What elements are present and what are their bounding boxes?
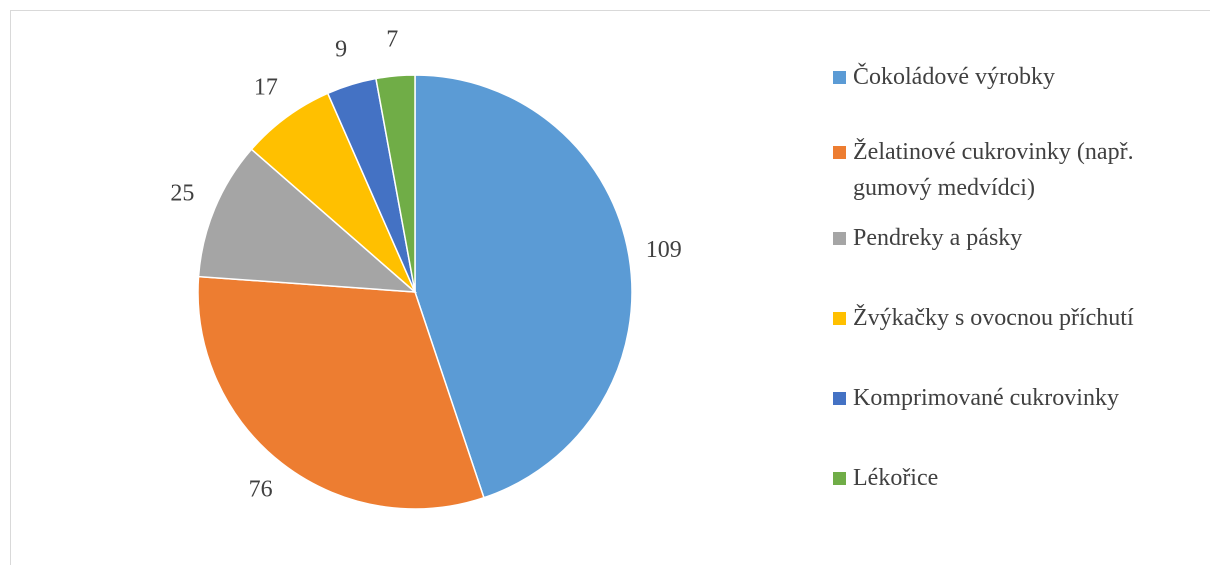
legend-label: Lékořice <box>853 465 939 491</box>
legend-item: Žvýkačky s ovocnou příchutí <box>833 300 1193 336</box>
legend-swatch <box>833 232 846 245</box>
legend-swatch <box>833 146 846 159</box>
chart-border <box>10 10 1210 565</box>
data-label: 76 <box>249 477 273 503</box>
legend-item: Komprimované cukrovinky <box>833 380 1193 416</box>
data-label: 7 <box>386 27 398 53</box>
legend-swatch <box>833 312 846 325</box>
legend-item: Čokoládové výrobky <box>833 59 1193 95</box>
legend-label: Žvýkačky s ovocnou příchutí <box>853 305 1134 331</box>
data-label: 109 <box>646 237 682 263</box>
legend-label: Pendreky a pásky <box>853 225 1023 251</box>
pie-slice <box>375 74 416 293</box>
legend-swatch <box>833 472 846 485</box>
legend-label: Želatinové cukrovinky (např. gumový medv… <box>853 139 1134 201</box>
legend-item: Želatinové cukrovinky (např. gumový medv… <box>833 134 1193 206</box>
legend-swatch <box>833 392 846 405</box>
legend-item: Pendreky a pásky <box>833 220 1193 256</box>
legend-swatch <box>833 71 846 84</box>
data-label: 17 <box>254 74 278 100</box>
legend-item: Lékořice <box>833 460 1193 496</box>
data-label: 25 <box>170 181 194 207</box>
pie-slice <box>414 74 633 499</box>
legend-label: Čokoládové výrobky <box>853 64 1055 90</box>
legend-label: Komprimované cukrovinky <box>853 385 1119 411</box>
data-label: 9 <box>335 37 347 63</box>
pie-slice <box>197 148 418 293</box>
pie-slice <box>197 275 485 510</box>
